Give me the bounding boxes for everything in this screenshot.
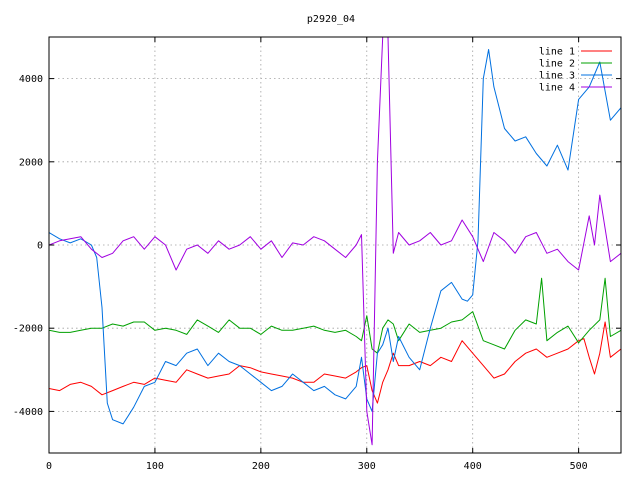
legend-label-2: line 2: [539, 59, 575, 70]
series-line-1: [49, 321, 621, 404]
legend-label-3: line 3: [539, 71, 575, 82]
series-group: [49, 37, 621, 446]
y-tick-label: -2000: [13, 324, 43, 335]
x-tick-label: 300: [358, 461, 376, 472]
y-tick-label: 0: [37, 241, 43, 252]
chart-title: p2920_04: [307, 14, 355, 25]
x-tick-label: 500: [570, 461, 588, 472]
y-tick-label: 2000: [19, 157, 43, 168]
series-line-3: [49, 49, 621, 425]
legend-label-4: line 4: [539, 83, 575, 94]
x-tick-label: 400: [464, 461, 482, 472]
x-tick-label: 0: [46, 461, 52, 472]
legend-label-1: line 1: [539, 47, 575, 58]
y-tick-label: 4000: [19, 74, 43, 85]
axis-ticks: 0 100 200 300 400 500 -4000 -2000 0 2000 4000: [13, 37, 621, 472]
x-tick-label: 200: [252, 461, 270, 472]
series-line-2: [49, 277, 621, 354]
y-tick-label: -4000: [13, 407, 43, 418]
x-tick-label: 100: [146, 461, 164, 472]
grid: [49, 37, 621, 453]
series-line-4: [49, 37, 621, 446]
